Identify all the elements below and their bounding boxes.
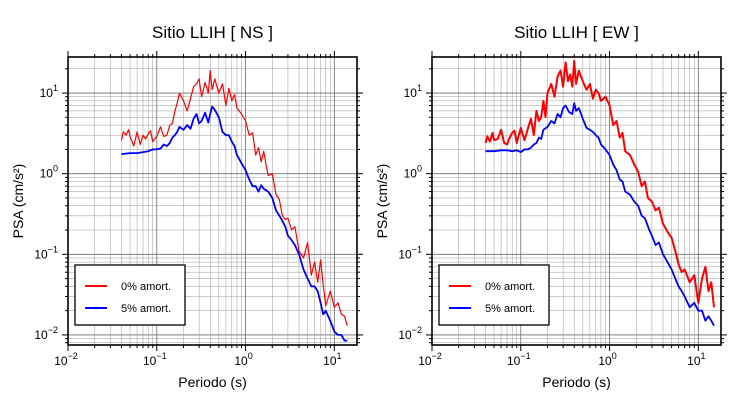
- x-tick-label-base: 10: [507, 354, 521, 368]
- y-tick-label-exponent: −1: [48, 244, 58, 254]
- x-tick-label-exponent: 1: [337, 351, 342, 361]
- y-tick-label: 10−2: [34, 325, 58, 342]
- y-tick-label-exponent: 0: [417, 164, 422, 174]
- axis-ticks: [62, 51, 363, 351]
- y-tick-label: 101: [40, 83, 58, 100]
- x-tick-label-base: 10: [687, 354, 701, 368]
- legend-label: 5% amort.: [121, 303, 171, 315]
- legend-label: 0% amort.: [485, 281, 535, 293]
- x-tick-label-exponent: 0: [612, 351, 617, 361]
- legend: 0% amort. 5% amort.: [438, 264, 550, 326]
- y-tick-label: 100: [404, 164, 422, 181]
- plot-frame: [67, 56, 358, 346]
- x-tick-label-base: 10: [598, 354, 612, 368]
- x-tick-label: 101: [323, 351, 341, 368]
- y-tick-label: 10−1: [34, 244, 58, 261]
- axis-ticks: [426, 51, 727, 351]
- y-tick-label-base: 10: [404, 167, 418, 181]
- y-axis-label: PSA (cm/s²): [374, 164, 390, 239]
- x-tick-label-base: 10: [234, 354, 248, 368]
- y-tick-label-base: 10: [34, 247, 48, 261]
- y-tick-label-exponent: 1: [53, 83, 58, 93]
- x-tick-label: 10−1: [507, 351, 531, 368]
- series-group: [484, 60, 715, 327]
- x-tick-label-base: 10: [54, 354, 68, 368]
- y-tick-label: 101: [404, 83, 422, 100]
- x-tick-label-exponent: −2: [432, 351, 442, 361]
- x-tick-label-exponent: −2: [68, 351, 78, 361]
- x-axis-label: Periodo (s): [178, 374, 246, 390]
- x-tick-label-exponent: −1: [520, 351, 530, 361]
- y-tick-label-exponent: −2: [412, 325, 422, 335]
- y-axis-label: PSA (cm/s²): [10, 164, 26, 239]
- y-tick-label-exponent: −2: [48, 325, 58, 335]
- legend-box: [438, 264, 550, 326]
- series-line-amort-0: [120, 70, 348, 326]
- series-group: [120, 70, 348, 342]
- y-tick-label: 100: [40, 164, 58, 181]
- x-tick-label: 100: [234, 351, 252, 368]
- y-tick-label-base: 10: [398, 247, 412, 261]
- y-tick-label: 10−2: [398, 325, 422, 342]
- series-line-amort-5: [121, 105, 348, 342]
- y-tick-label-base: 10: [398, 328, 412, 342]
- x-tick-label-exponent: 1: [701, 351, 706, 361]
- series-line-amort-5: [485, 102, 715, 327]
- y-tick-label-base: 10: [34, 328, 48, 342]
- x-axis-label: Periodo (s): [542, 374, 610, 390]
- x-tick-label-exponent: 0: [248, 351, 253, 361]
- y-tick-label-base: 10: [40, 167, 54, 181]
- x-tick-label-exponent: −1: [156, 351, 166, 361]
- x-tick-label: 100: [598, 351, 616, 368]
- legend: 0% amort. 5% amort.: [74, 264, 186, 326]
- y-tick-label-base: 10: [404, 86, 418, 100]
- legend-box: [74, 264, 186, 326]
- chart-title: Sitio LLIH [ EW ]: [514, 23, 639, 42]
- x-tick-label-base: 10: [143, 354, 157, 368]
- plot-frame: [431, 56, 722, 346]
- y-tick-label-exponent: 1: [417, 83, 422, 93]
- x-tick-label: 10−2: [418, 351, 442, 368]
- y-tick-label-exponent: 0: [53, 164, 58, 174]
- x-tick-label: 10−1: [143, 351, 167, 368]
- chart-title: Sitio LLIH [ NS ]: [152, 23, 273, 42]
- y-tick-label-base: 10: [40, 86, 54, 100]
- x-tick-label-base: 10: [418, 354, 432, 368]
- x-tick-label: 10−2: [54, 351, 78, 368]
- x-tick-label-base: 10: [323, 354, 337, 368]
- series-line-amort-0: [484, 60, 715, 308]
- legend-label: 5% amort.: [485, 303, 535, 315]
- y-tick-label-exponent: −1: [412, 244, 422, 254]
- legend-label: 0% amort.: [121, 281, 171, 293]
- y-tick-label: 10−1: [398, 244, 422, 261]
- x-tick-label: 101: [687, 351, 705, 368]
